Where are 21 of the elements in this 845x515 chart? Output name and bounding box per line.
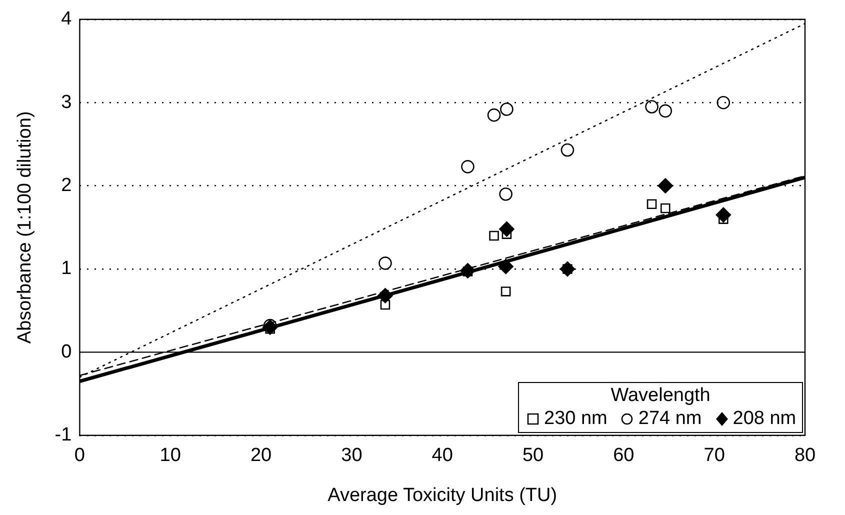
y-axis-title: Absorbance (1:100 dilution) <box>14 111 36 344</box>
y-tick-label: 2 <box>61 175 72 196</box>
x-tick-label: 80 <box>794 445 816 466</box>
legend-label: 208 nm <box>732 408 796 430</box>
x-tick-label: 60 <box>613 445 634 466</box>
x-tick-label: 30 <box>341 445 362 466</box>
x-tick-label: 40 <box>432 445 453 466</box>
legend-label: 230 nm <box>544 408 608 430</box>
x-tick-label: 50 <box>522 445 544 466</box>
y-tick-label: 3 <box>61 92 72 113</box>
x-tick-label: 0 <box>74 445 85 466</box>
y-tick-label: 4 <box>61 8 72 30</box>
x-tick-label: 10 <box>160 445 181 466</box>
x-tick-label: 20 <box>250 445 272 466</box>
x-axis-title: Average Toxicity Units (TU) <box>328 484 558 506</box>
y-tick-label: 0 <box>61 341 72 362</box>
y-tick-label: -1 <box>54 424 72 446</box>
legend-title: Wavelength <box>610 385 712 408</box>
x-tick-label: 70 <box>704 445 725 466</box>
legend-label: 274 nm <box>638 408 702 430</box>
y-tick-label: 1 <box>61 258 72 280</box>
